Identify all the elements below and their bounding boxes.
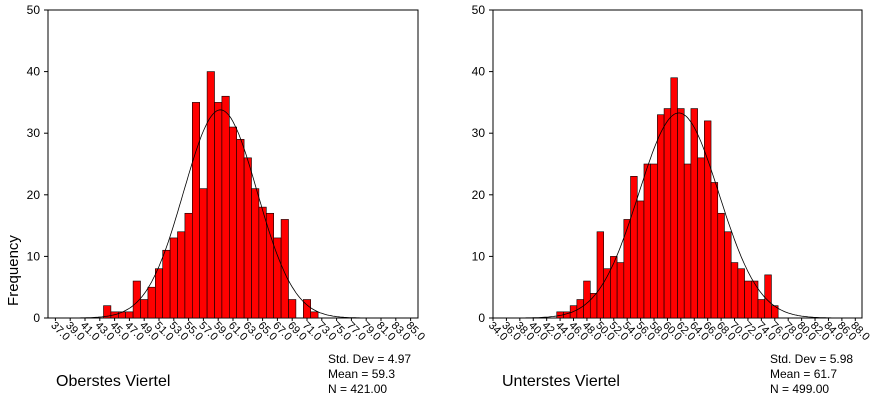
y-tick-label: 30 xyxy=(27,126,41,140)
histogram-bar xyxy=(147,286,156,319)
histogram-bar xyxy=(310,311,319,319)
histogram-bar xyxy=(636,200,645,319)
histogram-bar xyxy=(683,163,692,319)
histogram-bar xyxy=(576,299,584,319)
std-dev-text: Std. Dev = 5.98 xyxy=(770,352,854,366)
y-axis-label: Frequency xyxy=(4,235,22,306)
panel-title-unterstes: Unterstes Viertel xyxy=(502,373,620,390)
histogram-bar xyxy=(610,256,618,319)
histogram-bar xyxy=(206,71,215,319)
histogram-bar xyxy=(737,268,745,319)
histogram-bar xyxy=(744,280,752,319)
histogram-bar xyxy=(199,188,208,319)
histogram-bar xyxy=(162,249,171,319)
y-tick-label: 50 xyxy=(27,3,41,17)
histogram-bar xyxy=(221,95,230,319)
histogram-bar xyxy=(140,299,149,319)
histogram-bar xyxy=(710,182,719,319)
histogram-bar xyxy=(717,212,725,319)
histogram-bar xyxy=(643,163,651,319)
n-text: N = 421.00 xyxy=(328,382,388,396)
y-tick-label: 10 xyxy=(472,249,486,263)
stats-box-oberstes: Std. Dev = 4.97 Mean = 59.3 N = 421.00 xyxy=(328,352,411,397)
stats-box-unterstes: Std. Dev = 5.98 Mean = 61.7 N = 499.00 xyxy=(770,352,853,397)
histogram-bar xyxy=(697,157,705,319)
histogram-panel-2: 0102030405034.036.038.040.042.044.046.04… xyxy=(472,3,872,343)
histogram-bar xyxy=(243,157,252,319)
y-tick-label: 0 xyxy=(478,311,485,325)
y-tick-label: 10 xyxy=(27,249,41,263)
histogram-bar xyxy=(650,163,658,319)
histogram-bar xyxy=(236,139,245,319)
histogram-bar xyxy=(704,120,712,319)
histogram-bar xyxy=(184,212,193,319)
histogram-bar xyxy=(125,311,134,319)
histogram-bar xyxy=(258,206,267,319)
mean-text: Mean = 61.7 xyxy=(770,367,838,381)
histogram-bar xyxy=(280,219,289,319)
histogram-bar xyxy=(169,237,178,319)
panel-title-oberstes: Oberstes Viertel xyxy=(56,373,171,390)
histogram-bar xyxy=(657,114,665,319)
histogram-bar xyxy=(273,237,282,319)
histogram-bar xyxy=(288,299,297,319)
y-tick-label: 0 xyxy=(33,311,40,325)
histogram-bar xyxy=(630,176,638,319)
histogram-panel-1: 0102030405037.039.041.043.045.047.049.05… xyxy=(27,3,427,343)
histogram-bar xyxy=(118,311,127,319)
histogram-bar xyxy=(229,126,238,319)
histogram-bar xyxy=(265,212,274,319)
histogram-bar xyxy=(155,268,164,319)
histogram-bar xyxy=(663,108,672,319)
histogram-bar xyxy=(764,274,772,319)
histogram-bar xyxy=(670,77,678,319)
histogram-bar xyxy=(724,231,732,319)
y-tick-label: 20 xyxy=(472,188,486,202)
y-tick-label: 50 xyxy=(472,3,486,17)
std-dev-text: Std. Dev = 4.97 xyxy=(328,352,412,366)
histogram-bar xyxy=(677,108,685,319)
histogram-bar xyxy=(583,280,591,319)
y-tick-label: 20 xyxy=(27,188,41,202)
histogram-bar xyxy=(214,102,223,319)
histogram-bar xyxy=(616,262,625,319)
n-text: N = 499.00 xyxy=(770,382,830,396)
normal-curve xyxy=(493,112,862,319)
histogram-bar xyxy=(177,231,186,319)
histogram-bar xyxy=(757,299,766,319)
histogram-bar xyxy=(192,102,201,319)
histogram-bar xyxy=(251,188,260,319)
y-tick-label: 40 xyxy=(27,65,41,79)
y-tick-label: 40 xyxy=(472,65,486,79)
histogram-bar xyxy=(730,262,739,319)
normal-curve xyxy=(48,109,418,319)
mean-text: Mean = 59.3 xyxy=(328,367,396,381)
y-tick-label: 30 xyxy=(472,126,486,140)
histogram-bar xyxy=(690,108,698,319)
histogram-bar xyxy=(596,231,604,319)
